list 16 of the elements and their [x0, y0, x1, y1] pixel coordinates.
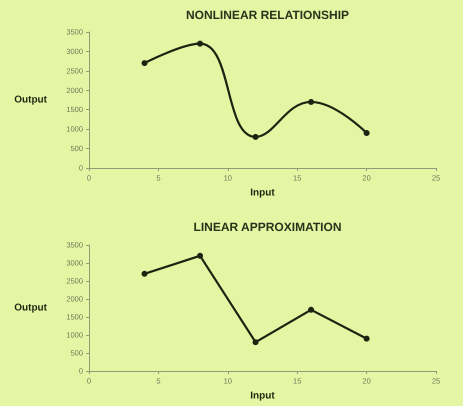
x-axis-title: Input	[250, 188, 276, 198]
point	[252, 339, 259, 346]
x-axis-title: Input	[250, 390, 276, 402]
y-axis-title: Output	[14, 302, 48, 314]
point	[308, 306, 314, 313]
point	[364, 130, 370, 136]
point	[142, 270, 148, 277]
point	[197, 40, 204, 47]
chart-title: LINEAR APPROXIMATION	[193, 220, 342, 234]
chart-title: NONLINEAR RELATIONSHIP	[186, 8, 350, 22]
point	[252, 134, 259, 140]
point	[142, 60, 148, 66]
point	[197, 252, 204, 259]
point	[364, 336, 370, 342]
point	[308, 98, 314, 105]
y-axis-title: Output	[14, 94, 48, 106]
